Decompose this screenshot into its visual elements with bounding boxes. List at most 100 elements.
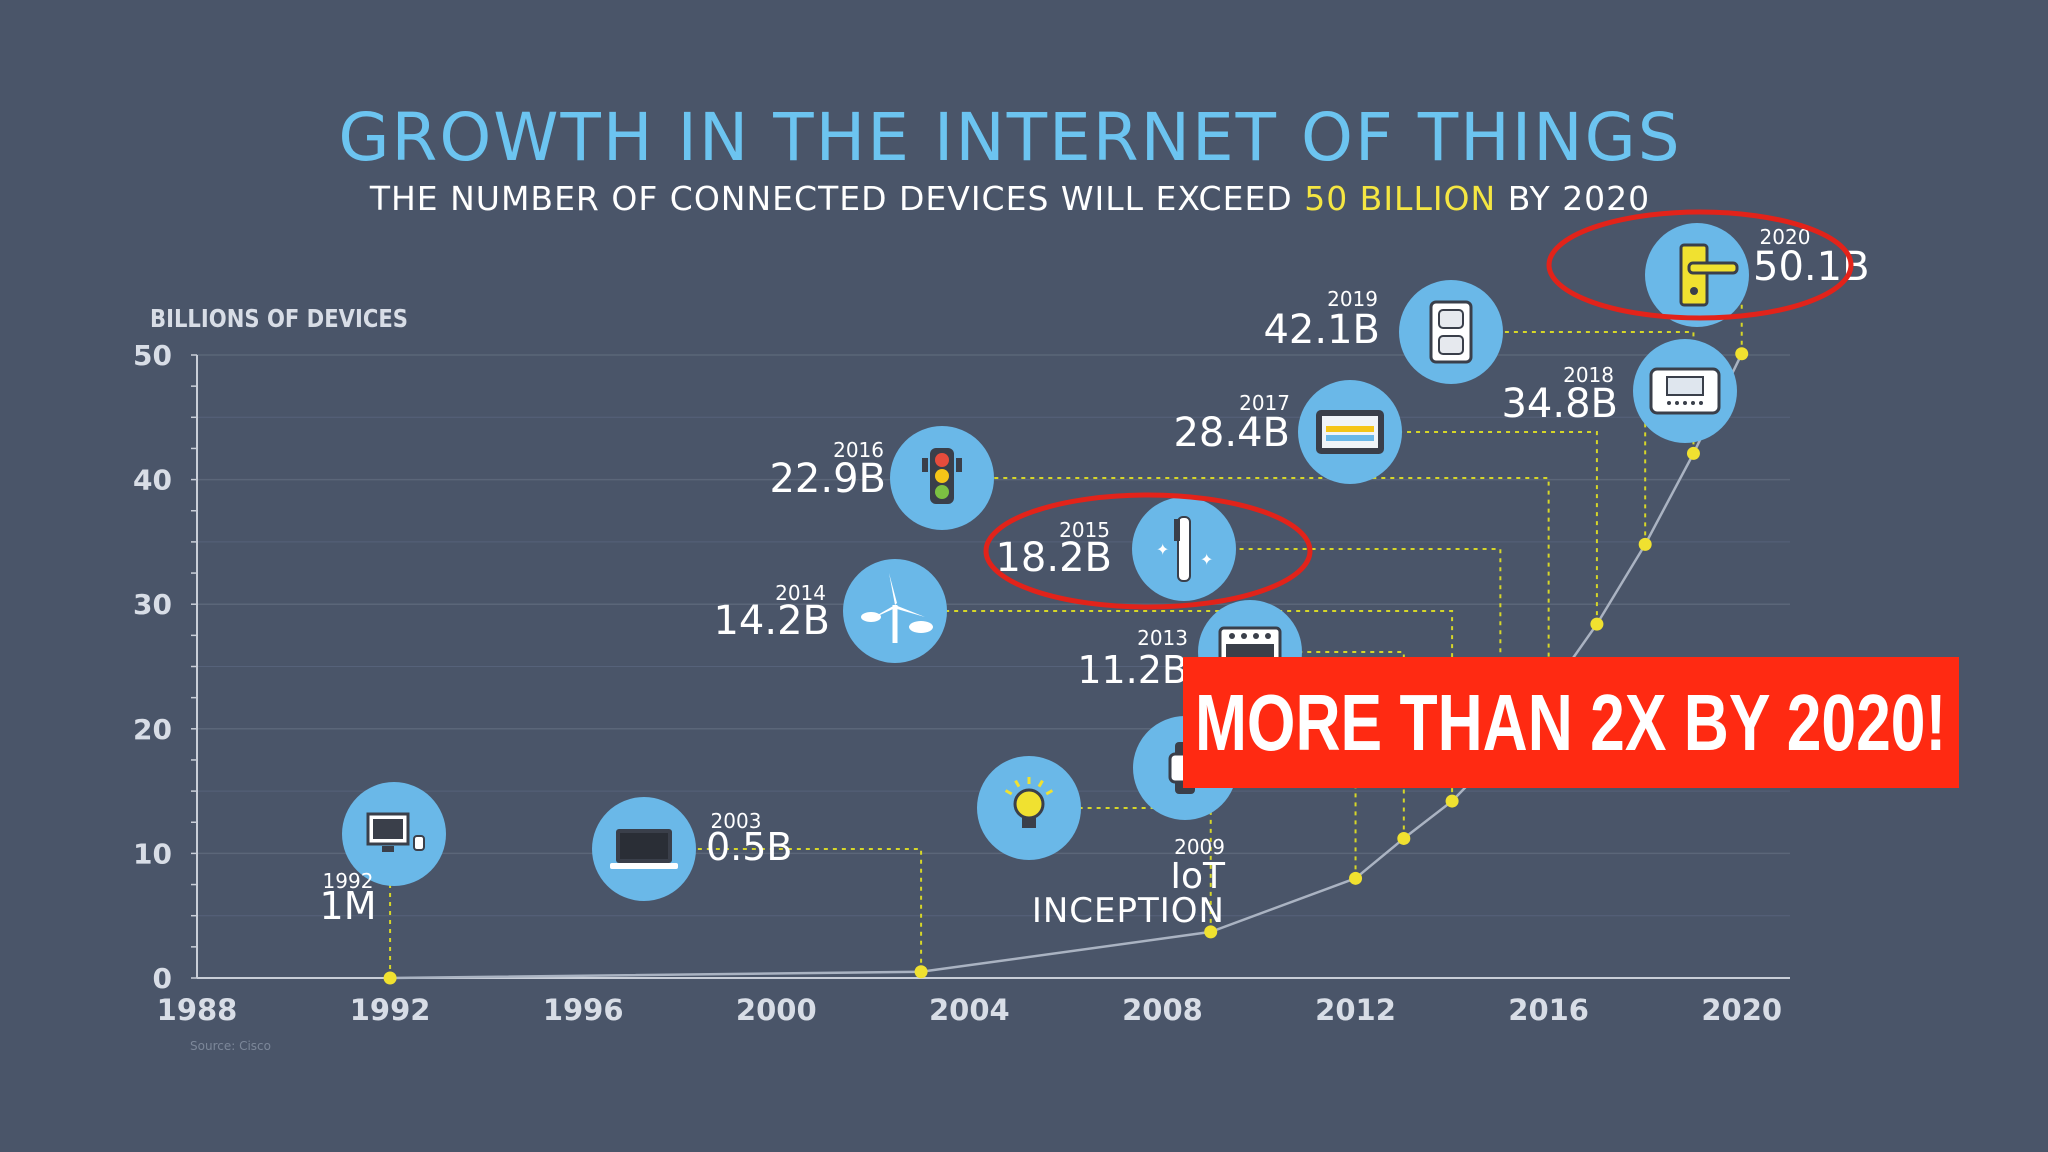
- laptop-icon: [592, 797, 696, 901]
- year-label-2014: 2014: [775, 581, 826, 605]
- laptop-base: [610, 863, 678, 869]
- handle-lever: [1687, 261, 1739, 275]
- tablet-bar: [1326, 435, 1374, 441]
- data-point-2017: [1590, 617, 1604, 631]
- thermostat-dot: [1667, 401, 1671, 405]
- data-point-2003: [914, 965, 928, 979]
- data-point-1992: [383, 971, 397, 985]
- connector-2003: [644, 848, 923, 972]
- mouse-shape: [413, 835, 425, 851]
- y-tick-label-30: 30: [133, 588, 172, 621]
- turbine-blade: [895, 605, 925, 617]
- data-point-2012: [1349, 871, 1363, 885]
- thermostat-display: [1666, 376, 1704, 396]
- data-point-2009: [1204, 925, 1218, 939]
- x-tick-label-1992: 1992: [350, 993, 431, 1027]
- bulb-ray: [1004, 789, 1013, 796]
- connector-2009: [1029, 807, 1212, 932]
- source-note: Source: Cisco: [190, 1039, 271, 1053]
- value-label-2016: 22.9B: [769, 456, 886, 502]
- gridlines: [197, 354, 1790, 917]
- data-point-2014: [1445, 794, 1459, 808]
- data-point-2019: [1686, 446, 1700, 460]
- traffic-light-icon: [890, 426, 994, 530]
- brush-handle: [1177, 516, 1191, 582]
- value-label-2019: 42.1B: [1263, 307, 1380, 353]
- y-tick-label-0: 0: [153, 962, 172, 995]
- x-tick-label-2008: 2008: [1122, 993, 1203, 1027]
- y-tick-label-20: 20: [133, 713, 172, 746]
- device-icons: ✦✦: [342, 223, 1749, 901]
- light-visor: [956, 458, 962, 472]
- power-outlet-icon: [1399, 280, 1503, 384]
- chart-subtitle: THE NUMBER OF CONNECTED DEVICES WILL EXC…: [369, 179, 1650, 218]
- monitor-stand: [382, 846, 394, 852]
- y-axis-label: BILLIONS OF DEVICES: [150, 304, 408, 333]
- value-label-2009-line2: INCEPTION: [1032, 891, 1225, 931]
- stove-knob: [1253, 633, 1259, 639]
- tablet-bar: [1326, 426, 1374, 432]
- x-tick-label-1996: 1996: [543, 993, 624, 1027]
- stove-knob: [1265, 633, 1271, 639]
- x-tick-label-2000: 2000: [736, 993, 817, 1027]
- x-tick-label-2020: 2020: [1701, 993, 1782, 1027]
- year-label-2003: 2003: [711, 809, 762, 833]
- stove-knob: [1241, 633, 1247, 639]
- value-label-1992: 1M: [320, 884, 377, 928]
- data-point-2013: [1397, 831, 1411, 845]
- annotation-rings: [983, 209, 1854, 610]
- data-point-2020: [1735, 347, 1749, 361]
- thermostat-icon: [1633, 339, 1737, 443]
- x-tick-label-2012: 2012: [1315, 993, 1396, 1027]
- year-label-1992: 1992: [323, 869, 374, 893]
- sparkle: ✦: [1200, 550, 1213, 569]
- year-label-2017: 2017: [1239, 391, 1290, 415]
- outlet-socket: [1438, 309, 1464, 329]
- door-handle-icon: [1645, 223, 1749, 327]
- callout-text: MORE THAN 2X BY 2020!: [1195, 677, 1947, 767]
- laptop-display: [620, 833, 668, 859]
- value-label-2003: 0.5B: [706, 825, 793, 869]
- value-label-2013: 11.2B: [1077, 648, 1188, 692]
- year-label-2009: 2009: [1174, 835, 1225, 859]
- y-tick-label-10: 10: [133, 837, 172, 870]
- value-label-2018: 34.8B: [1501, 381, 1618, 427]
- toothbrush-icon: ✦✦: [1132, 497, 1236, 601]
- year-label-2016: 2016: [833, 438, 884, 462]
- bulb-ray: [1037, 779, 1044, 788]
- turbine-blade: [889, 573, 897, 605]
- sparkle: ✦: [1156, 540, 1169, 559]
- bulb-ray: [1045, 789, 1054, 796]
- cloud: [909, 621, 933, 633]
- thermostat-dot: [1699, 401, 1703, 405]
- lightbulb-icon: [977, 756, 1081, 860]
- bulb-ray: [1014, 779, 1021, 788]
- subtitle-prefix: THE NUMBER OF CONNECTED DEVICES WILL EXC…: [369, 179, 1304, 218]
- outlet-socket: [1438, 335, 1464, 355]
- monitor-screen: [373, 819, 403, 839]
- highlight-ring-2015: [983, 492, 1313, 610]
- light-yellow: [935, 469, 949, 483]
- year-label-2018: 2018: [1563, 363, 1614, 387]
- handle-keyhole: [1690, 287, 1698, 295]
- value-label-2017: 28.4B: [1173, 410, 1290, 456]
- thermostat-dot: [1691, 401, 1695, 405]
- wind-turbine-icon: [843, 559, 947, 663]
- year-label-2020: 2020: [1760, 225, 1811, 249]
- y-tick-label-40: 40: [133, 464, 172, 497]
- thermostat-dot: [1683, 401, 1687, 405]
- handle-plate: [1679, 243, 1709, 307]
- light-visor: [922, 458, 928, 472]
- y-tick-label-50: 50: [133, 339, 172, 372]
- brush-bristles: [1174, 519, 1180, 541]
- axes: 0 10 20 30 40 50 1988 1992 1996 2000 2004 2008 2012 2…: [133, 339, 1790, 1027]
- tablet-icon: [1298, 380, 1402, 484]
- stove-knob: [1229, 633, 1235, 639]
- bulb-base: [1022, 818, 1036, 828]
- thermostat-dot: [1675, 401, 1679, 405]
- year-label-2013: 2013: [1137, 626, 1188, 650]
- x-tick-label-2004: 2004: [929, 993, 1010, 1027]
- x-tick-label-1988: 1988: [157, 993, 238, 1027]
- value-label-2014: 14.2B: [713, 598, 830, 644]
